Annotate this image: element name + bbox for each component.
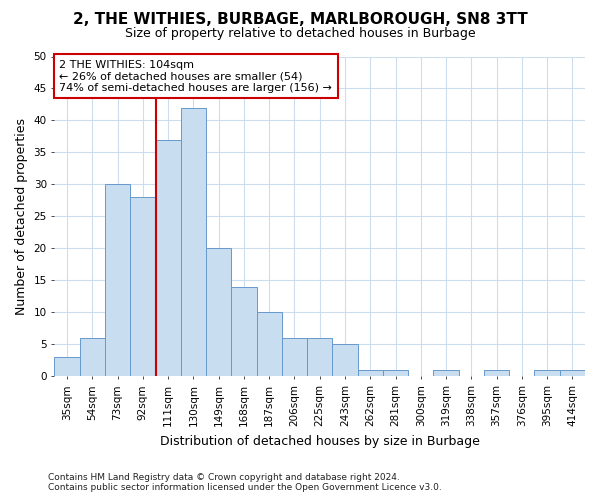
- Bar: [358, 370, 383, 376]
- Text: Contains public sector information licensed under the Open Government Licence v3: Contains public sector information licen…: [48, 484, 442, 492]
- Bar: [383, 370, 408, 376]
- Bar: [206, 248, 231, 376]
- Bar: [433, 370, 458, 376]
- Bar: [55, 357, 80, 376]
- Text: Size of property relative to detached houses in Burbage: Size of property relative to detached ho…: [125, 28, 475, 40]
- Bar: [155, 140, 181, 376]
- Bar: [535, 370, 560, 376]
- Bar: [231, 287, 257, 376]
- Bar: [80, 338, 105, 376]
- Bar: [484, 370, 509, 376]
- Text: 2 THE WITHIES: 104sqm
← 26% of detached houses are smaller (54)
74% of semi-deta: 2 THE WITHIES: 104sqm ← 26% of detached …: [59, 60, 332, 93]
- Y-axis label: Number of detached properties: Number of detached properties: [15, 118, 28, 315]
- Bar: [181, 108, 206, 376]
- Bar: [257, 312, 282, 376]
- Bar: [130, 198, 155, 376]
- Bar: [105, 184, 130, 376]
- Bar: [282, 338, 307, 376]
- Bar: [332, 344, 358, 376]
- X-axis label: Distribution of detached houses by size in Burbage: Distribution of detached houses by size …: [160, 434, 479, 448]
- Text: 2, THE WITHIES, BURBAGE, MARLBOROUGH, SN8 3TT: 2, THE WITHIES, BURBAGE, MARLBOROUGH, SN…: [73, 12, 527, 28]
- Text: Contains HM Land Registry data © Crown copyright and database right 2024.: Contains HM Land Registry data © Crown c…: [48, 474, 400, 482]
- Bar: [560, 370, 585, 376]
- Bar: [307, 338, 332, 376]
